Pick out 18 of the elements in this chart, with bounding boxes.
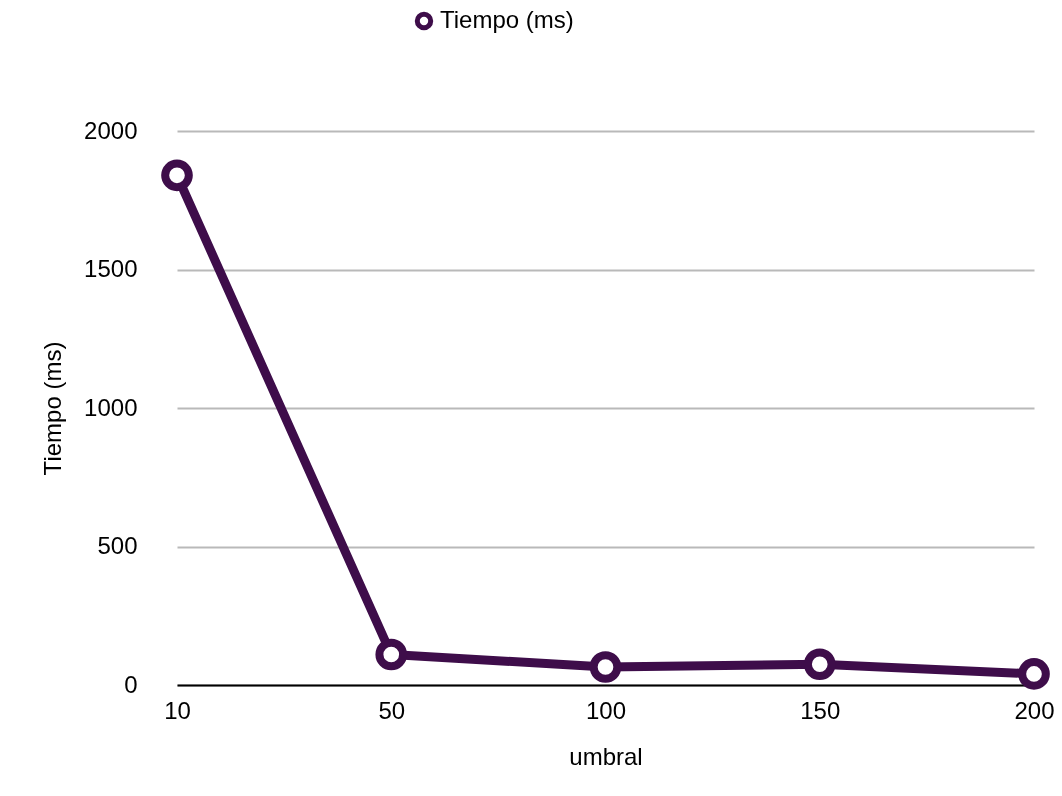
x-tick-label: 50 <box>378 696 406 724</box>
x-tick-label: 200 <box>1014 696 1055 724</box>
legend-label: Tiempo (ms) <box>440 6 574 33</box>
x-tick-label: 150 <box>800 696 841 724</box>
y-axis-title: Tiempo (ms) <box>39 341 67 476</box>
x-tick-label: 100 <box>585 696 627 724</box>
y-tick-label: 2000 <box>84 116 138 144</box>
y-tick-label: 1000 <box>84 393 138 421</box>
point <box>161 159 193 192</box>
point <box>375 638 408 671</box>
point <box>1018 658 1050 690</box>
y-tick-label: 500 <box>97 532 138 559</box>
y-tick-label: 1500 <box>84 255 138 282</box>
point <box>803 648 836 681</box>
point <box>589 651 622 683</box>
x-axis-title: umbral <box>569 742 643 770</box>
x-tick-label: 10 <box>164 696 191 724</box>
y-tick-label: 0 <box>124 670 138 698</box>
